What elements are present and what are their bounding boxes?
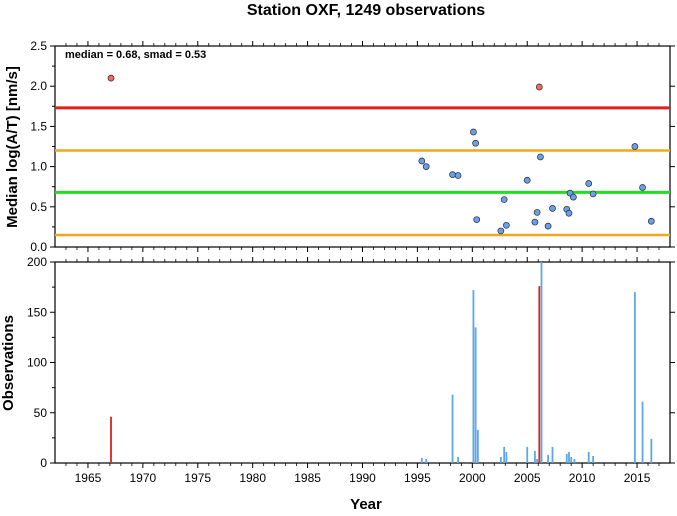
median-point-1-5 [472, 139, 479, 147]
bottom-y-tick-label-4: 200 [27, 255, 47, 269]
x-tick-label-0: 1965 [75, 471, 102, 485]
x-tick-label-2: 1975 [184, 471, 211, 485]
bottom-y-tick-label-2: 100 [27, 356, 47, 370]
median-point-0-1 [535, 83, 543, 91]
median-point-1-8 [500, 196, 508, 203]
observation-bar-1-1 [425, 458, 428, 463]
median-point-1-15 [549, 205, 556, 212]
top-y-axis-label: Median log(A/T) [nm/s] [4, 66, 21, 228]
observation-bar-1-8 [503, 446, 506, 463]
median-point-1-13 [537, 153, 544, 161]
top-y-axis: 0.0 0.5 1.0 1.5 2.0 2.5 [30, 39, 675, 254]
median-point-1-3 [454, 172, 462, 179]
top-y-tick-label-3: 1.5 [30, 119, 47, 133]
median-point-1-14 [544, 222, 552, 230]
observation-bar-1-6 [476, 429, 479, 463]
top-y-tick-label-2: 1.0 [30, 160, 47, 174]
median-point-1-1 [422, 163, 430, 170]
observation-bar-1-0 [420, 457, 423, 463]
observation-bar-1-12 [536, 458, 539, 463]
x-tick-label-6: 1995 [404, 471, 431, 485]
x-tick-label-7: 2000 [459, 471, 486, 485]
bottom-y-axis: 0 50 100 150 200 [27, 255, 675, 470]
observation-bar-1-2 [451, 394, 454, 463]
stats-annotation: median = 0.68, smad = 0.53 [65, 49, 206, 61]
observation-bars [110, 262, 653, 463]
observation-bar-1-14 [547, 454, 549, 463]
observation-bar-1-3 [457, 456, 459, 463]
median-point-1-6 [473, 216, 481, 224]
median-point-1-17 [565, 209, 573, 217]
bottom-y-tick-label-3: 150 [27, 305, 47, 319]
observation-bar-1-13 [540, 262, 543, 463]
observation-bar-1-11 [534, 450, 536, 463]
observation-bar-0-1 [538, 286, 541, 463]
threshold-lines [55, 106, 670, 237]
observation-bar-1-9 [505, 451, 508, 463]
observation-bar-0-0 [110, 416, 112, 463]
observation-bar-1-22 [633, 292, 636, 463]
x-tick-label-5: 1990 [349, 471, 376, 485]
observation-bar-1-5 [474, 327, 477, 463]
bottom-y-tick-label-0: 0 [40, 456, 47, 470]
observation-bar-1-7 [499, 456, 502, 463]
x-tick-label-1: 1970 [130, 471, 157, 485]
top-y-tick-label-0: 0.0 [30, 240, 47, 254]
bottom-y-tick-label-1: 50 [34, 406, 48, 420]
observation-bar-1-23 [641, 401, 644, 463]
top-x-axis [65, 41, 660, 252]
observation-bar-1-20 [587, 451, 590, 463]
observations-panel: 0 50 100 150 200 1965 1970 1975 1980 1985 1990 199… [0, 255, 675, 513]
median-point-1-20 [585, 180, 593, 187]
x-tick-label-9: 2010 [569, 471, 596, 485]
median-point-1-2 [449, 171, 456, 178]
median-point-1-21 [589, 190, 597, 198]
median-point-1-22 [631, 143, 639, 150]
median-point-1-7 [497, 227, 505, 235]
top-plot-frame [54, 45, 671, 248]
observation-bar-1-17 [568, 451, 570, 463]
observation-bar-1-21 [592, 455, 595, 463]
top-y-tick-label-4: 2.0 [30, 79, 47, 93]
observation-bar-1-18 [570, 456, 573, 463]
chart-title: Station OXF, 1249 observations [247, 2, 485, 19]
x-tick-label-10: 2015 [624, 471, 651, 485]
median-point-1-24 [647, 217, 655, 225]
observation-bar-1-19 [573, 458, 576, 463]
observation-bar-1-10 [526, 446, 529, 463]
top-y-tick-label-5: 2.5 [30, 39, 47, 53]
x-tick-label-4: 1985 [294, 471, 321, 485]
x-tick-label-3: 1980 [239, 471, 266, 485]
bottom-plot-frame [54, 261, 671, 464]
median-point-1-4 [470, 128, 477, 136]
median-point-1-11 [531, 218, 539, 226]
bottom-x-axis: 1965 1970 1975 1980 1985 1990 1995 2000 2005 2010… [65, 257, 660, 485]
x-axis-label: Year [350, 496, 382, 511]
median-point-0-0 [107, 74, 115, 82]
median-amplitude-panel: 0.0 0.5 1.0 1.5 2.0 2.5 median = 0.68, smad =… [4, 39, 675, 254]
median-point-1-19 [570, 193, 577, 201]
observation-bar-1-4 [472, 290, 475, 463]
median-point-1-12 [533, 209, 541, 216]
bottom-y-axis-label: Observations [0, 315, 17, 411]
observation-bar-1-15 [551, 446, 554, 463]
median-point-1-10 [523, 176, 531, 184]
observation-bar-1-16 [565, 453, 568, 463]
median-point-1-0 [418, 157, 426, 165]
x-tick-label-8: 2005 [514, 471, 541, 485]
median-point-1-23 [639, 184, 646, 191]
observation-bar-1-24 [650, 438, 653, 463]
median-points [107, 74, 655, 235]
median-point-1-9 [503, 221, 510, 229]
top-y-tick-label-1: 0.5 [30, 200, 47, 214]
